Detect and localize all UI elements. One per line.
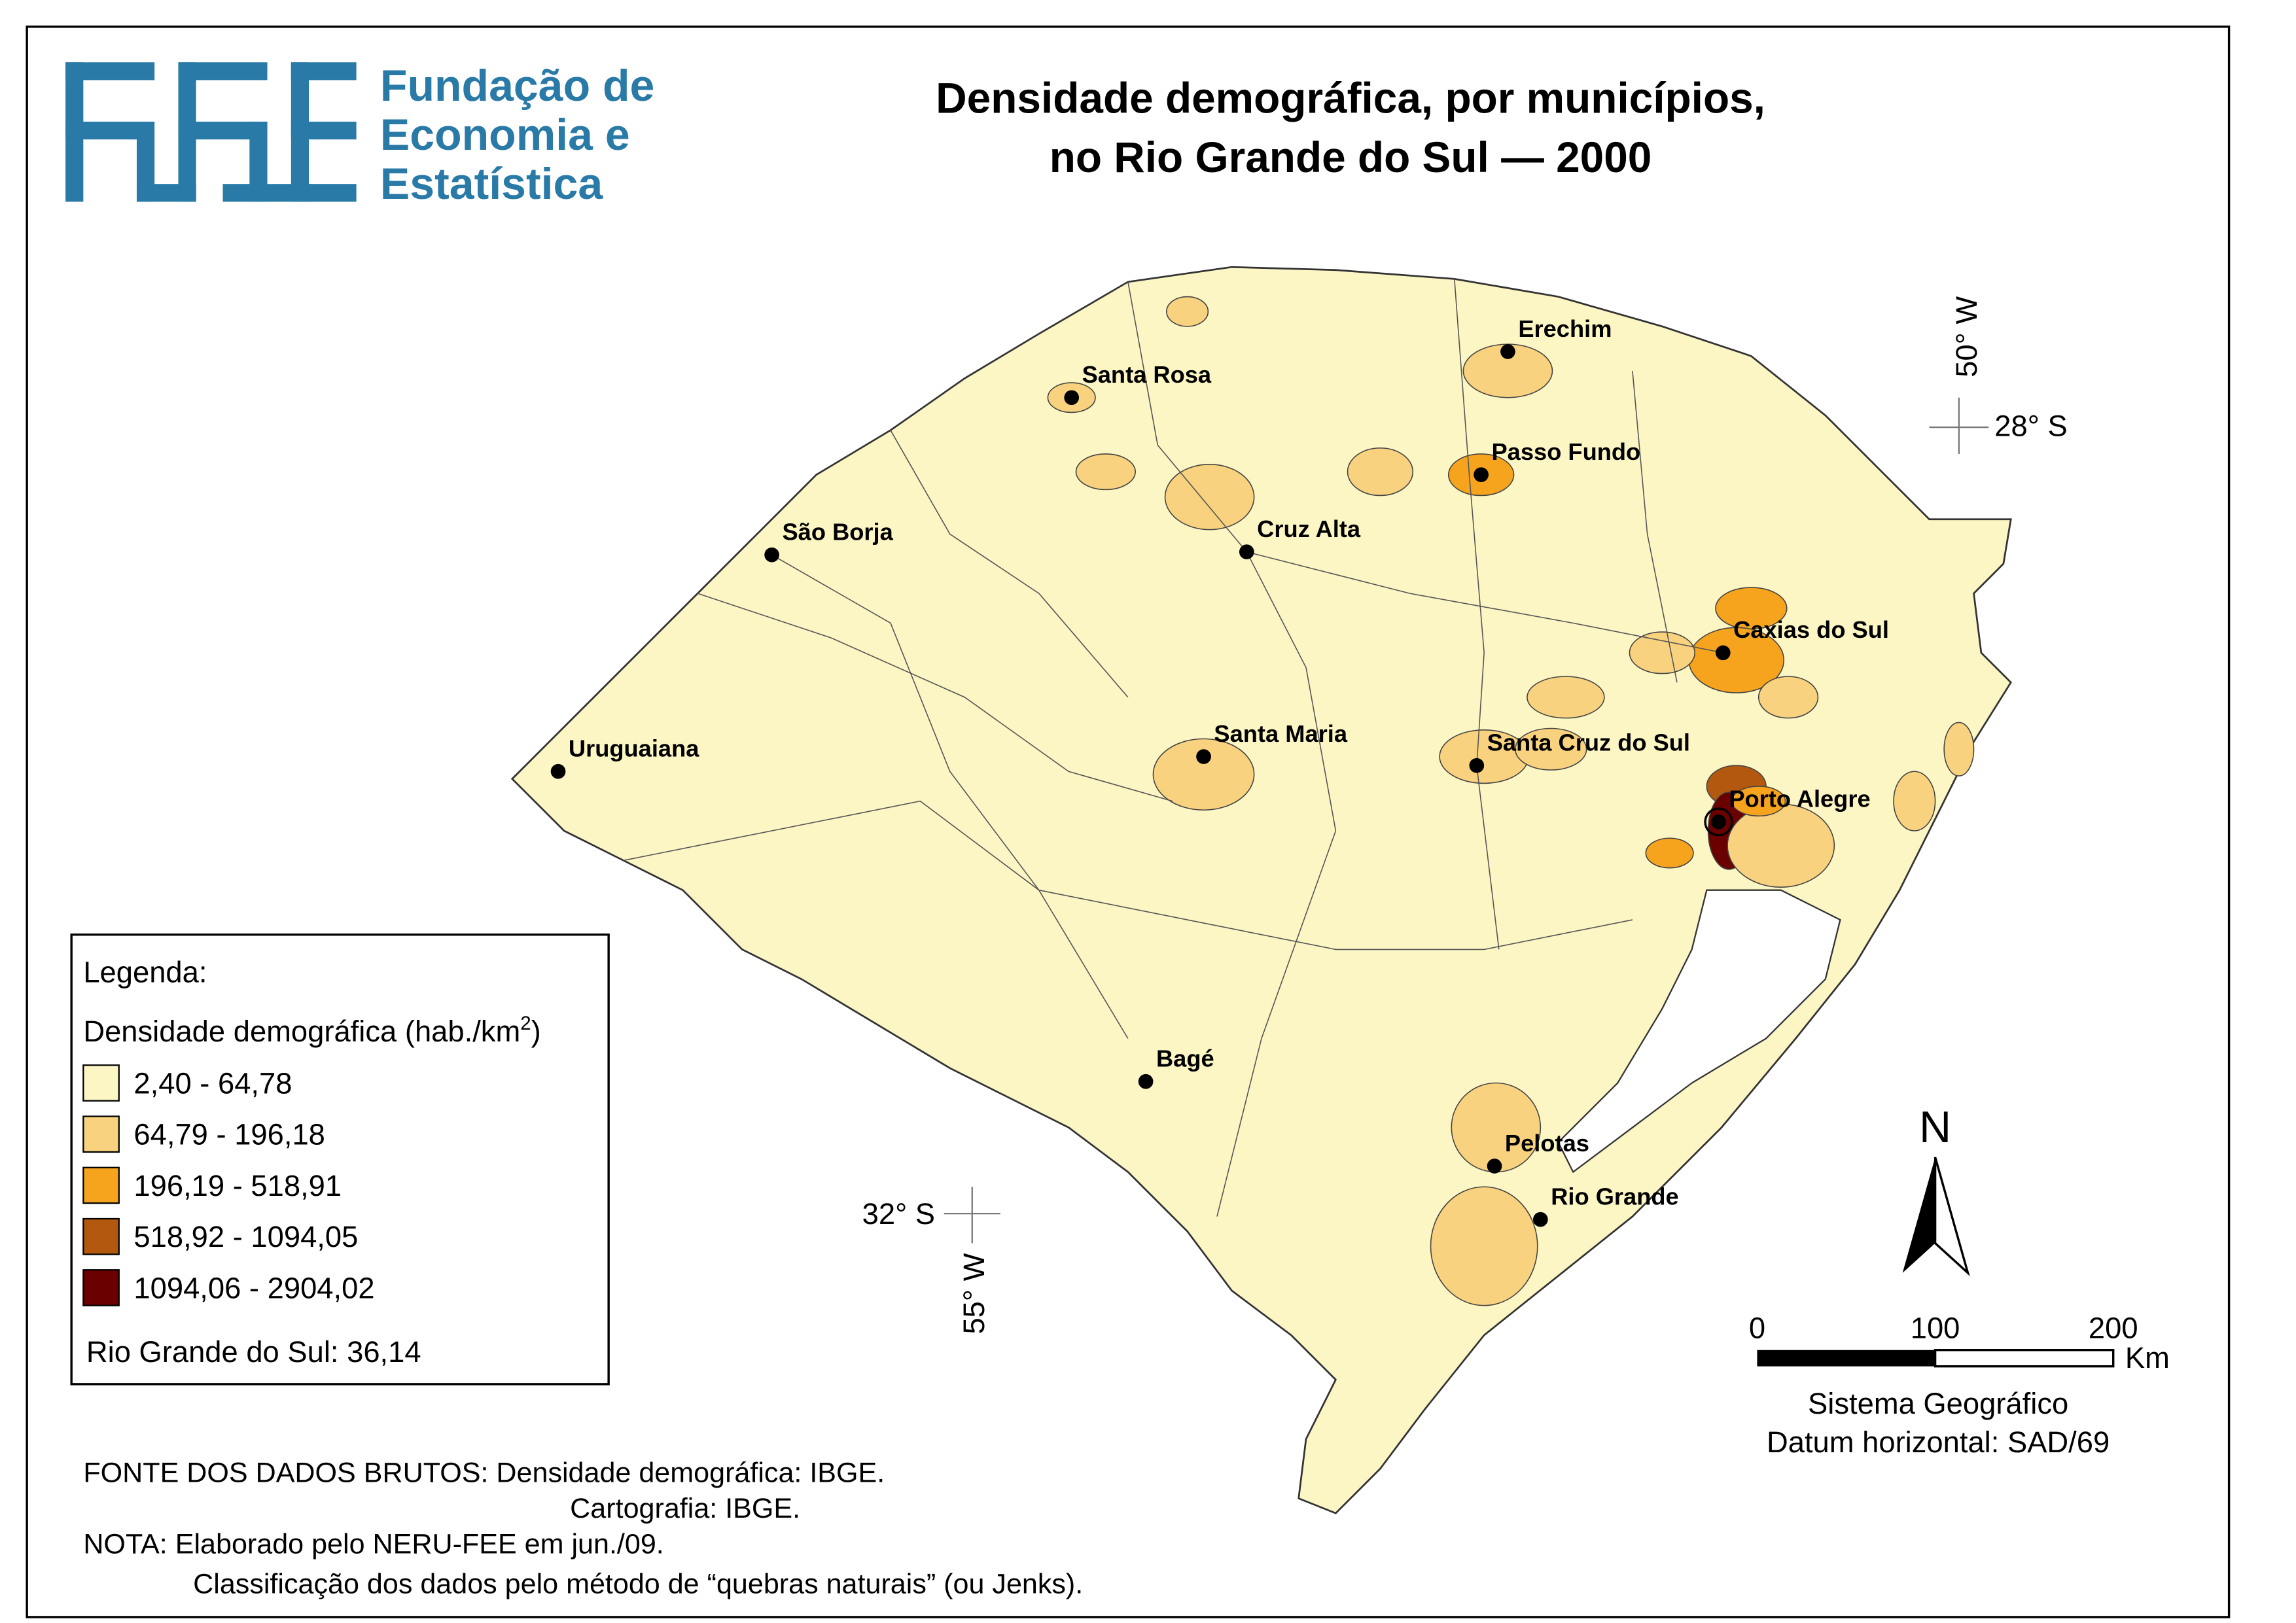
capital-ring: [1704, 807, 1733, 837]
density-area: [1462, 343, 1553, 398]
logo-text: Economia e: [380, 110, 630, 160]
scale-bar: [1934, 1349, 2115, 1368]
legend-label: 1094,06 - 2904,02: [133, 1271, 374, 1304]
legend-subtitle: 2: [520, 1013, 531, 1034]
scale-label: 200: [2089, 1312, 2138, 1345]
logo-mark: [65, 62, 357, 202]
legend-label: 518,92 - 1094,05: [133, 1220, 358, 1253]
legend-label: 2,40 - 64,78: [133, 1066, 292, 1100]
density-area: [1347, 447, 1414, 497]
note: Classificação dos dados pelo método de “…: [193, 1569, 1083, 1600]
city-label: São Borja: [782, 518, 893, 545]
city-label: Santa Maria: [1214, 720, 1347, 747]
scale-unit: Km: [2125, 1341, 2170, 1374]
legend-swatch: [82, 1115, 120, 1153]
note: NOTA: Elaborado pelo NERU-FEE em jun./09…: [83, 1528, 663, 1560]
legend-label: 64,79 - 196,18: [133, 1118, 325, 1151]
projection-text: Datum horizontal: SAD/69: [1767, 1425, 2110, 1459]
city-label: Caxias do Sul: [1733, 616, 1889, 643]
coordinate-label: 28° S: [1994, 410, 2067, 443]
note: FONTE DOS DADOS BRUTOS: Densidade demogr…: [83, 1457, 885, 1489]
legend-label: 196,19 - 518,91: [133, 1169, 342, 1202]
city-dot: [1500, 344, 1515, 359]
density-area: [1152, 738, 1255, 811]
density-area: [1514, 727, 1587, 771]
projection-text: Sistema Geográfico: [1808, 1387, 2068, 1420]
legend-swatch: [82, 1064, 120, 1102]
city-label: Passo Fundo: [1492, 438, 1641, 465]
city-label: Pelotas: [1505, 1130, 1589, 1157]
legend-subtitle: Densidade demográfica (hab./km2): [83, 1013, 540, 1048]
legend-subtitle: ): [531, 1015, 541, 1048]
density-area: [1430, 1186, 1538, 1306]
logo-text: Estatística: [380, 159, 603, 209]
legend-total: Rio Grande do Sul: 36,14: [86, 1335, 421, 1369]
title: Densidade demográfica, por municípios,: [936, 73, 1765, 122]
city-dot: [1474, 467, 1489, 483]
city-dot: [764, 547, 779, 563]
city-label: Santa Cruz do Sul: [1487, 729, 1690, 756]
city-label: Rio Grande: [1551, 1183, 1678, 1210]
scale-label: 0: [1749, 1312, 1765, 1345]
city-dot: [1487, 1159, 1502, 1174]
city-label: Erechim: [1518, 315, 1612, 342]
scale-bar: [1757, 1350, 1935, 1367]
city-dot: [1138, 1073, 1154, 1089]
city-dot: [1196, 749, 1211, 764]
density-area: [1757, 676, 1819, 719]
city-label: Porto Alegre: [1729, 786, 1870, 812]
coordinate-label: 50° W: [1950, 296, 1983, 377]
legend-title: Legenda:: [83, 955, 207, 988]
coordinate-label: 32° S: [862, 1197, 935, 1230]
scale-label: 100: [1911, 1312, 1960, 1345]
title: no Rio Grande do Sul — 2000: [1050, 133, 1652, 181]
density-area: [1527, 676, 1605, 719]
legend-box: [70, 934, 610, 1386]
density-area: [1727, 803, 1835, 888]
legend-swatch: [82, 1166, 120, 1204]
density-area: [1451, 1082, 1542, 1173]
legend-swatch: [82, 1269, 120, 1306]
density-area: [1645, 837, 1694, 869]
density-area: [1166, 296, 1209, 327]
graticule-cross: [944, 397, 1989, 1244]
north-arrow: [1934, 1157, 1970, 1277]
city-dot: [1469, 758, 1485, 773]
city-dot: [1711, 814, 1726, 829]
city-dot: [1064, 390, 1080, 406]
density-area: [1731, 786, 1786, 817]
north-label: N: [1919, 1102, 1951, 1152]
legend-subtitle: Densidade demográfica (hab./km: [83, 1015, 520, 1048]
city-label: Cruz Alta: [1257, 515, 1361, 542]
city-dot: [550, 763, 566, 779]
state-outline: [510, 266, 2012, 1514]
density-area: [1629, 631, 1695, 674]
city-dot: [1715, 645, 1731, 661]
lagoa-dos-patos: [1557, 889, 1841, 1174]
city-dot: [1533, 1212, 1548, 1227]
density-area: [1075, 453, 1137, 491]
coordinate-label: 55° W: [957, 1253, 991, 1334]
city-dot: [1239, 544, 1254, 559]
city-label: Bagé: [1156, 1045, 1214, 1072]
note: Cartografia: IBGE.: [570, 1493, 800, 1524]
logo-text: Fundação de: [380, 61, 655, 111]
legend-swatch: [82, 1217, 120, 1255]
city-label: Santa Rosa: [1082, 361, 1212, 388]
density-area: [1164, 464, 1255, 531]
density-area: [1893, 771, 1936, 831]
density-area: [1943, 722, 1975, 777]
city-label: Uruguaiana: [569, 735, 699, 762]
